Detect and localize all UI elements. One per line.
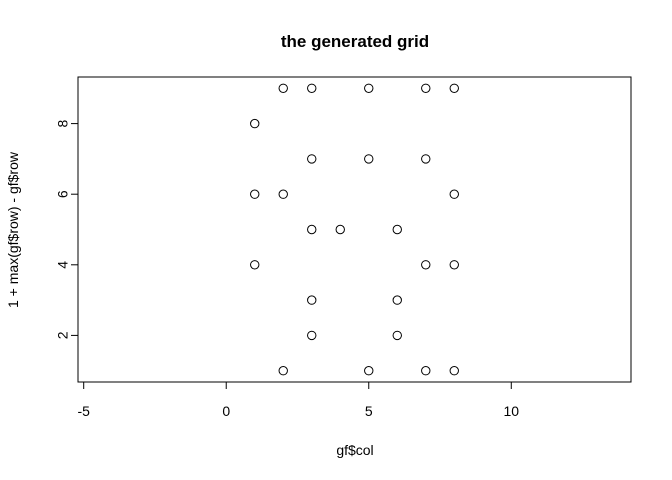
data-point [449, 189, 459, 199]
data-point [278, 189, 288, 199]
data-points [250, 83, 459, 376]
data-point [421, 260, 431, 270]
x-tick-label: 0 [222, 403, 230, 419]
data-point [421, 83, 431, 93]
data-point [278, 366, 288, 376]
data-point [449, 260, 459, 270]
y-tick-label: 6 [55, 190, 71, 198]
data-point [392, 330, 402, 341]
data-point [421, 154, 431, 164]
data-point [335, 224, 345, 235]
y-axis-label: 1 + max(gf$row) - gf$row [5, 151, 21, 308]
data-point [307, 224, 317, 235]
y-tick-label: 4 [55, 261, 71, 269]
y-axis: 2 4 6 8 [55, 119, 79, 339]
data-point [307, 330, 317, 341]
data-point [250, 118, 260, 129]
y-tick-label: 8 [55, 119, 71, 127]
data-point [449, 83, 459, 93]
data-point [250, 189, 260, 199]
x-tick-label: -5 [77, 403, 90, 419]
data-point [364, 154, 374, 164]
data-point [307, 295, 317, 305]
data-point [392, 295, 402, 305]
x-tick-label: 10 [503, 403, 519, 419]
y-tick-label: 2 [55, 331, 71, 339]
data-point [421, 366, 431, 376]
data-point [364, 366, 374, 376]
data-point [307, 83, 317, 93]
x-axis-label: gf$col [336, 442, 373, 458]
data-point [250, 260, 260, 270]
chart-title: the generated grid [281, 32, 429, 51]
data-point [449, 366, 459, 376]
data-point [364, 83, 374, 93]
data-point [278, 83, 288, 93]
x-axis: -5 0 5 10 [77, 381, 519, 419]
data-point [392, 224, 402, 235]
x-tick-label: 5 [365, 403, 373, 419]
data-point [307, 154, 317, 164]
plot-frame [77, 76, 632, 383]
